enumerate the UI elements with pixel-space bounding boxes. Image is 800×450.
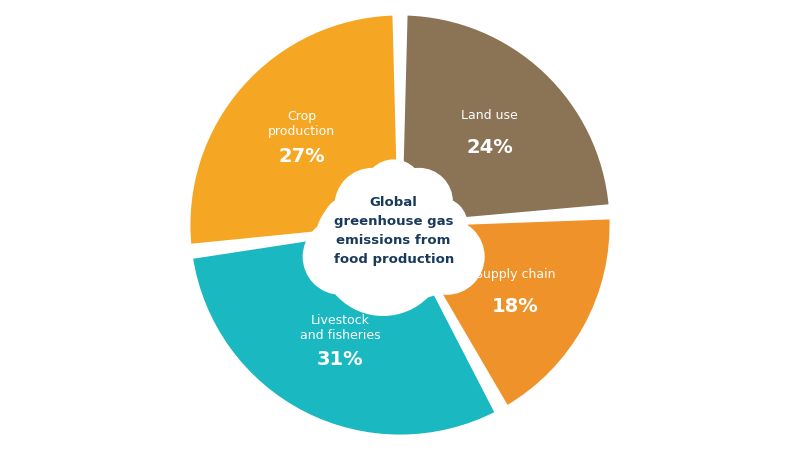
Text: Crop
production: Crop production <box>268 110 335 139</box>
Circle shape <box>385 168 453 236</box>
Circle shape <box>362 193 468 299</box>
Text: 27%: 27% <box>278 147 325 166</box>
Circle shape <box>315 193 409 286</box>
Circle shape <box>409 219 485 295</box>
Circle shape <box>302 219 379 295</box>
Circle shape <box>413 198 468 252</box>
Text: 31%: 31% <box>317 351 364 369</box>
Wedge shape <box>188 14 400 246</box>
Circle shape <box>322 195 381 255</box>
Circle shape <box>364 159 423 219</box>
Wedge shape <box>400 14 611 225</box>
Circle shape <box>334 168 410 244</box>
Text: 24%: 24% <box>466 138 513 157</box>
Text: Land use: Land use <box>462 109 518 122</box>
Text: 18%: 18% <box>492 297 538 316</box>
Wedge shape <box>400 217 612 408</box>
Text: Supply chain: Supply chain <box>474 268 555 281</box>
Text: Livestock
and fisheries: Livestock and fisheries <box>300 314 381 342</box>
Text: Global
greenhouse gas
emissions from
food production: Global greenhouse gas emissions from foo… <box>334 196 454 266</box>
Wedge shape <box>190 225 497 436</box>
Circle shape <box>319 189 446 316</box>
